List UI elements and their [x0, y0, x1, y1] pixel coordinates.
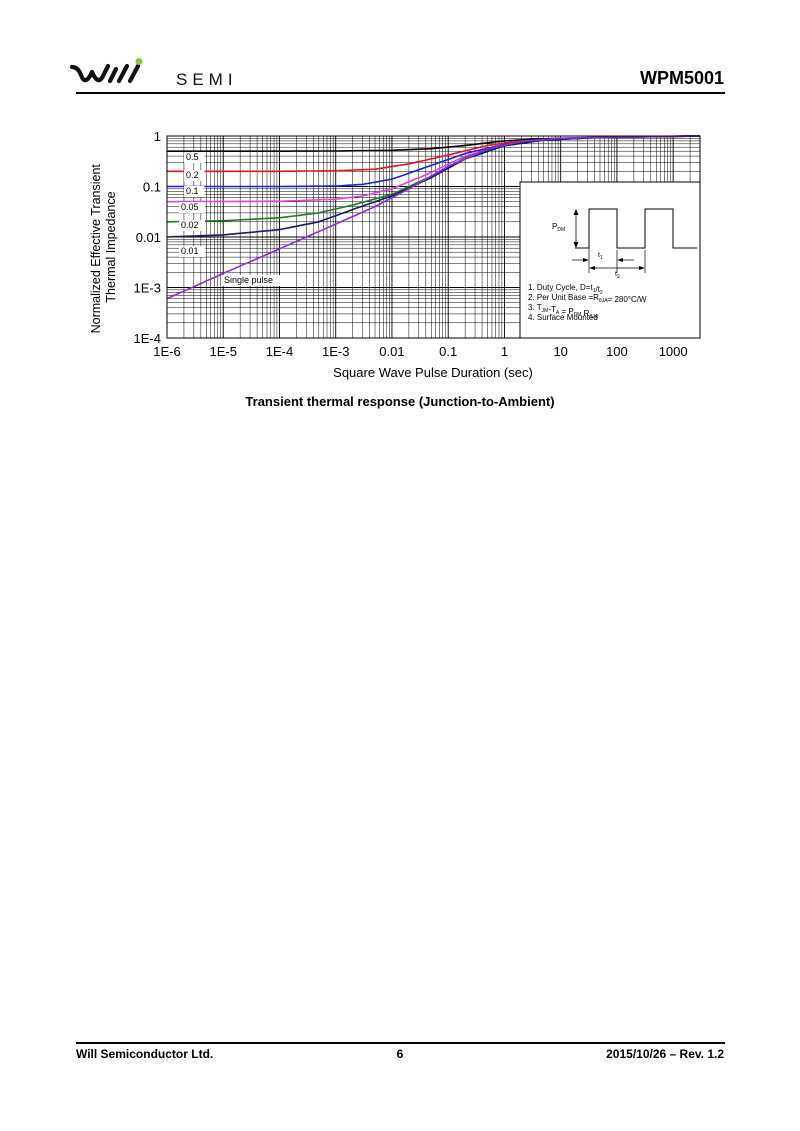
series-line-single-pulse — [166, 135, 701, 300]
x-axis-label: Square Wave Pulse Duration (sec) — [333, 365, 533, 380]
y-tick-label: 1E-3 — [134, 281, 161, 296]
y-tick-label: 0.01 — [136, 230, 161, 245]
curve-label-bg — [184, 186, 205, 197]
part-number: WPM5001 — [639, 68, 724, 88]
inset-note: 4. Surface Mounted — [528, 313, 598, 322]
y-axis-label-line1: Normalized Effective Transient — [89, 164, 103, 334]
t2-label: t2 — [615, 271, 620, 280]
curve-label-bg — [222, 275, 292, 286]
curve-label-bg — [184, 152, 205, 163]
y-tick-label: 1 — [154, 129, 161, 144]
inset-note: 1. Duty Cycle, D=t1/t2 — [528, 283, 603, 296]
pdm-arrow-down — [573, 242, 579, 248]
x-tick-label: 1E-3 — [322, 344, 349, 359]
footer-revision: 2015/10/26 – Rev. 1.2 — [606, 1047, 724, 1061]
curve-label-bg — [179, 220, 205, 231]
thermal-response-chart: 0.5 0.2 0.1 0.05 0.02 0.01 Single pulse PDM t1… — [89, 129, 701, 380]
x-tick-label: 0.1 — [439, 344, 457, 359]
y-axis-label-line2: Thermal Impedance — [104, 191, 118, 302]
inset-box: PDM t1 t2 1. Duty Cycle, D=t1/t22. Per U… — [519, 181, 701, 339]
x-tick-label: 100 — [606, 344, 628, 359]
x-tick-label: 1E-6 — [153, 344, 180, 359]
y-tick-labels: 1 0.1 0.01 1E-3 1E-4 — [134, 129, 161, 346]
x-tick-label: 0.01 — [379, 344, 404, 359]
curve-label-bg — [184, 170, 205, 181]
pulse-waveform — [575, 208, 697, 249]
x-tick-label: 1E-5 — [210, 344, 237, 359]
footer-rule — [76, 1042, 725, 1044]
x-tick-label: 1000 — [659, 344, 688, 359]
pdm-label: PDM — [552, 222, 565, 233]
will-semi-logo: SEMI — [70, 58, 238, 89]
inset-frame — [519, 181, 701, 339]
pdm-arrow-up — [573, 209, 579, 215]
curve-label: 0.05 — [181, 202, 199, 212]
t1-arrowhead-left — [583, 258, 589, 262]
x-tick-label: 1E-4 — [266, 344, 293, 359]
logo-text: SEMI — [176, 70, 238, 89]
plot-frame — [166, 135, 701, 339]
inset-notes: 1. Duty Cycle, D=t1/t22. Per Unit Base =… — [528, 283, 647, 322]
logo-mark — [70, 63, 141, 84]
curve-label-bg — [179, 202, 205, 213]
series-layer — [166, 135, 701, 300]
footer-company: Will Semiconductor Ltd. — [76, 1047, 214, 1061]
curve-label: 0.01 — [181, 246, 199, 256]
x-tick-labels: 1E-6 1E-5 1E-4 1E-3 0.01 0.1 1 10 100 1000 — [153, 344, 687, 359]
series-line-0.2 — [167, 135, 701, 173]
x-tick-label: 1 — [501, 344, 508, 359]
logo-dot — [135, 58, 143, 65]
page-number: 6 — [396, 1047, 404, 1061]
y-tick-label: 0.1 — [143, 180, 161, 195]
t2-arrowhead-right — [639, 266, 645, 270]
x-tick-label: 10 — [553, 344, 567, 359]
curve-label: Single pulse — [224, 275, 273, 285]
curve-label: 0.2 — [186, 170, 199, 180]
inset-note: 3. TJM-TA = PDM RθJA — [528, 303, 599, 320]
curve-label: 0.1 — [186, 186, 199, 196]
curve-label-bg — [179, 246, 205, 257]
t1-label: t1 — [598, 252, 603, 261]
curve-label: 0.5 — [186, 152, 199, 162]
figure-caption: Transient thermal response (Junction-to-… — [245, 394, 555, 409]
y-tick-label: 1E-4 — [134, 331, 161, 346]
header-rule — [76, 92, 725, 94]
inset-note: 2. Per Unit Base =RθJA= 280°C/W — [528, 293, 647, 304]
curve-label: 0.02 — [181, 220, 199, 230]
t2-arrowhead-left — [589, 266, 595, 270]
curve-labels: 0.5 0.2 0.1 0.05 0.02 0.01 Single pulse — [179, 152, 292, 286]
t1-arrowhead-right — [617, 258, 623, 262]
y-axis-label: Normalized Effective Transient Thermal I… — [89, 161, 118, 334]
